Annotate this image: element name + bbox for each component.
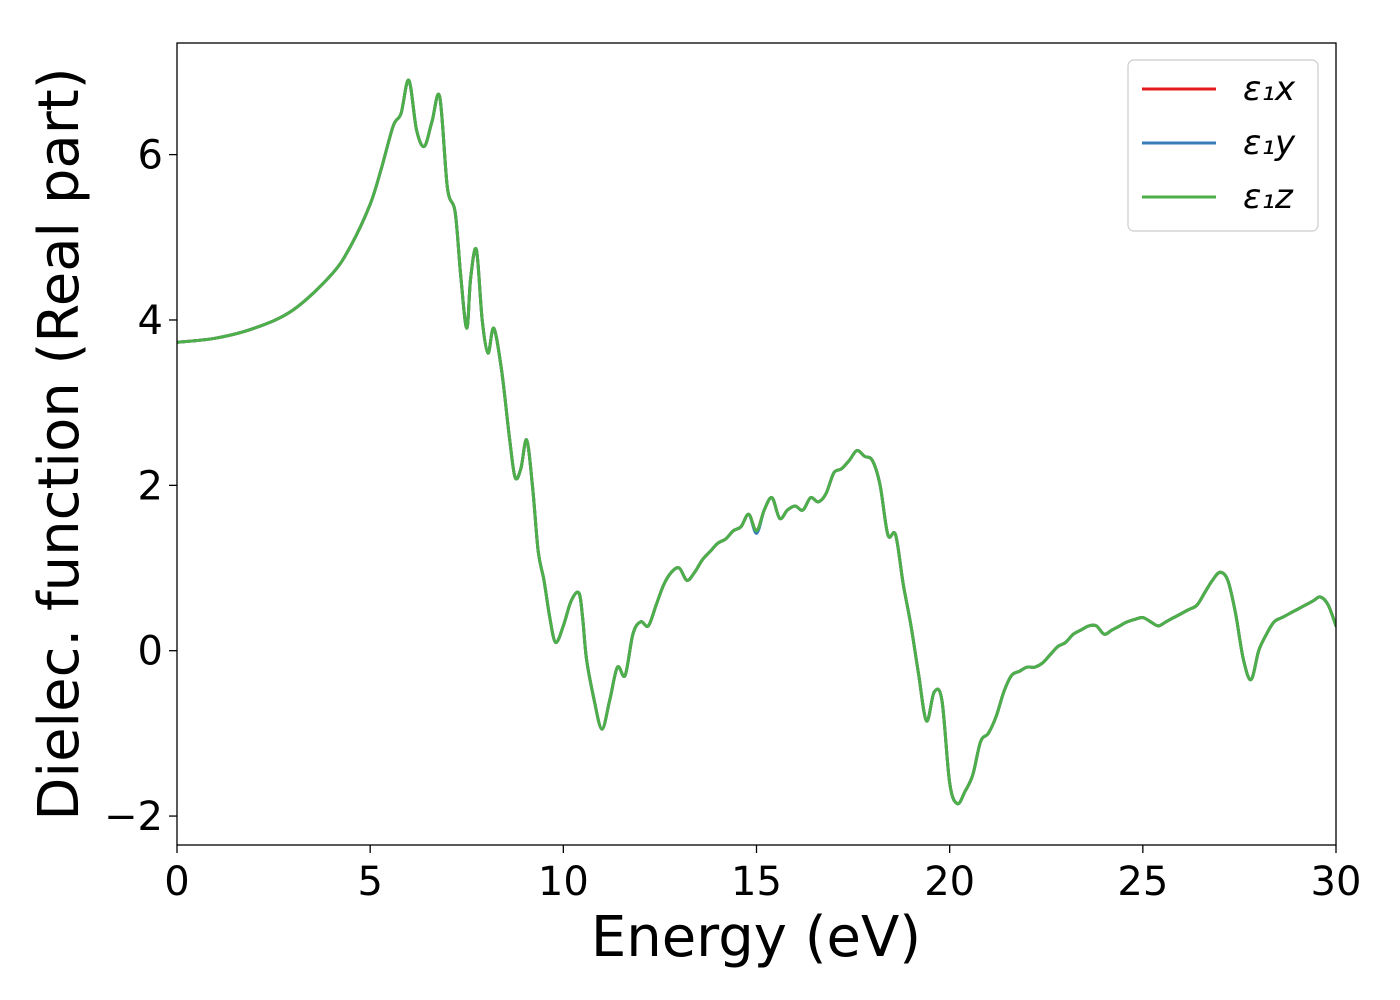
y-tick-label: 0 xyxy=(138,629,163,675)
x-tick-label: 15 xyxy=(731,859,782,905)
legend-frame xyxy=(1127,59,1319,232)
y-tick-label: 4 xyxy=(138,298,163,344)
x-tick-label: 20 xyxy=(924,859,975,905)
y-tick-label: −2 xyxy=(104,794,163,840)
x-axis: 0 5 10 15 20 25 30 xyxy=(164,845,1361,905)
legend-label-2: ε₁y xyxy=(1243,123,1296,163)
y-tick-label: 6 xyxy=(138,133,163,179)
x-tick-label: 10 xyxy=(538,859,589,905)
series-layer xyxy=(177,78,1336,806)
legend-label-1: ε₁x xyxy=(1243,69,1296,109)
x-tick-label: 5 xyxy=(357,859,382,905)
y-axis: −2 0 2 4 6 xyxy=(104,133,177,840)
series-line-3 xyxy=(177,78,1336,806)
legend: ε₁x ε₁y ε₁z xyxy=(1127,59,1319,232)
legend-label-3: ε₁z xyxy=(1243,177,1294,217)
x-tick-label: 0 xyxy=(164,859,189,905)
x-tick-label: 30 xyxy=(1311,859,1362,905)
x-axis-label: Energy (eV) xyxy=(591,905,921,970)
y-tick-label: 2 xyxy=(138,463,163,509)
y-axis-label: Dielec. function (Real part) xyxy=(27,67,92,820)
x-tick-label: 25 xyxy=(1117,859,1168,905)
